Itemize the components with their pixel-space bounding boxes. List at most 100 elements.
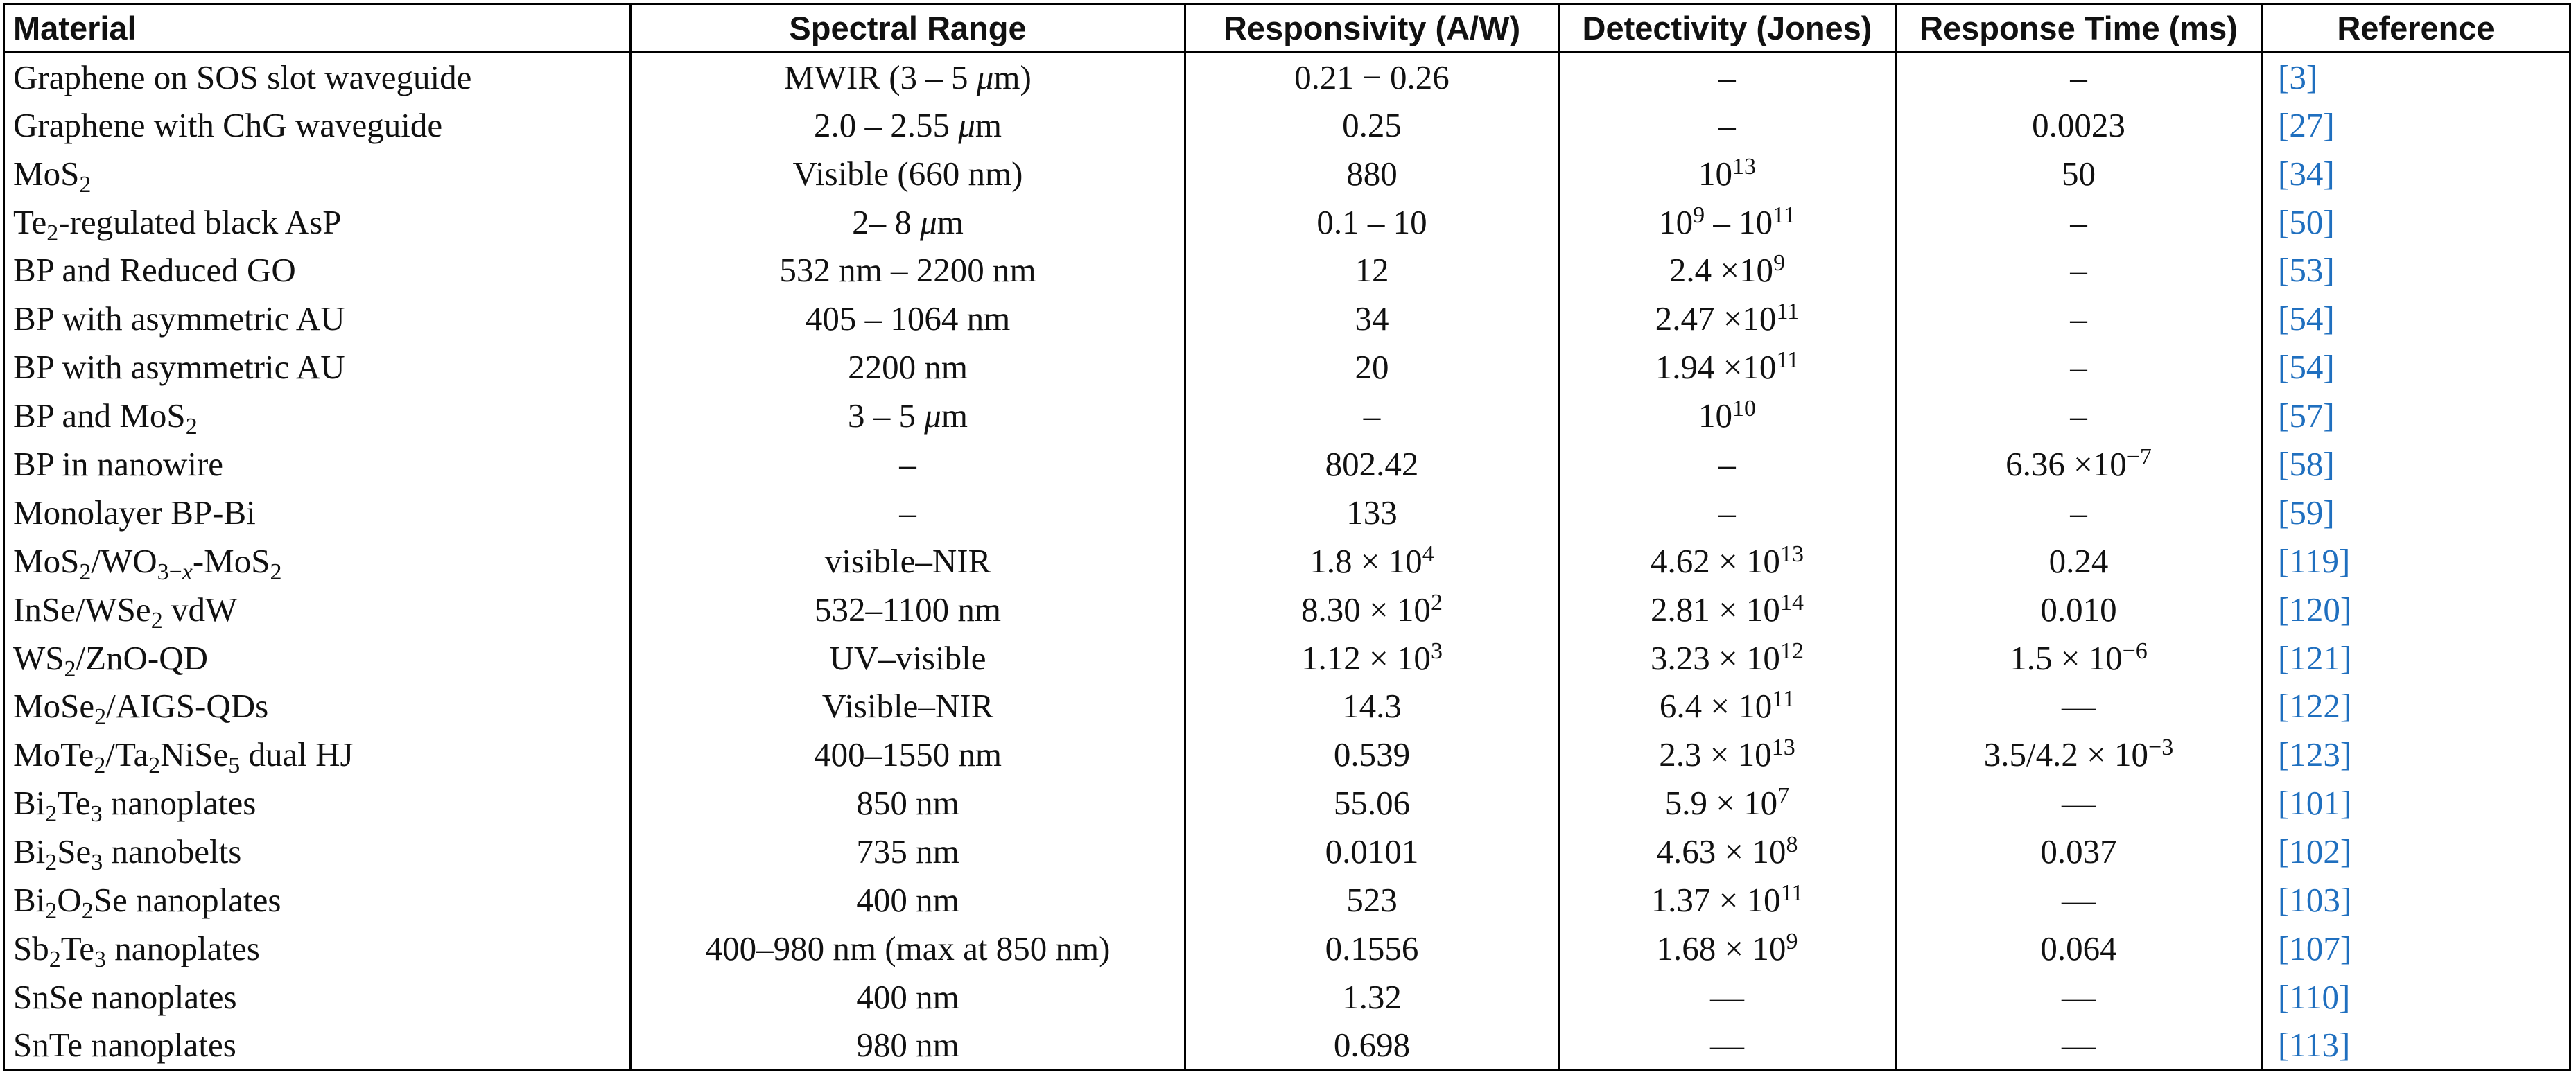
- cell-reference[interactable]: [103]: [2261, 875, 2571, 925]
- cell-detectivity: —: [1558, 1021, 1897, 1071]
- cell-reference[interactable]: [54]: [2261, 294, 2571, 343]
- cell-material: Sb2Te3 nanoplates: [3, 924, 632, 973]
- cell-reference[interactable]: [27]: [2261, 100, 2571, 150]
- cell-material: SnTe nanoplates: [3, 1021, 632, 1071]
- reference-link[interactable]: [27]: [2278, 105, 2335, 144]
- cell-responsivity: 0.1556: [1184, 924, 1560, 973]
- reference-link[interactable]: [53]: [2278, 251, 2335, 290]
- cell-response-time: 6.36 ×10−7: [1895, 439, 2263, 489]
- reference-link[interactable]: [120]: [2278, 590, 2352, 629]
- cell-response-time: —: [1895, 972, 2263, 1022]
- cell-reference[interactable]: [113]: [2261, 1021, 2571, 1071]
- table-row: Bi2Se3 nanobelts 735 nm 0.0101 4.63 × 108 0.…: [3, 827, 2571, 876]
- cell-material: Graphene on SOS slot waveguide: [3, 52, 632, 101]
- cell-material: MoS2/WO3−x-MoS2: [3, 536, 632, 586]
- reference-link[interactable]: [107]: [2278, 929, 2352, 967]
- cell-responsivity: 880: [1184, 149, 1560, 198]
- cell-response-time: –: [1895, 245, 2263, 295]
- cell-response-time: —: [1895, 875, 2263, 925]
- reference-link[interactable]: [122]: [2278, 687, 2352, 726]
- cell-spectral-range: Visible (660 nm): [629, 149, 1186, 198]
- table-row: Graphene on SOS slot waveguide MWIR (3 – …: [3, 52, 2571, 101]
- cell-response-time: –: [1895, 488, 2263, 537]
- cell-reference[interactable]: [120]: [2261, 585, 2571, 634]
- cell-response-time: 0.064: [1895, 924, 2263, 973]
- reference-link[interactable]: [123]: [2278, 735, 2352, 774]
- table-row: InSe/WSe2 vdW 532–1100 nm 8.30 × 102 2.81 ×…: [3, 585, 2571, 634]
- cell-reference[interactable]: [53]: [2261, 245, 2571, 295]
- table-row: BP with asymmetric AU 405 – 1064 nm 34 2.47…: [3, 294, 2571, 343]
- reference-link[interactable]: [54]: [2278, 348, 2335, 387]
- table-row: MoS2 Visible (660 nm) 880 1013 50 [34]: [3, 149, 2571, 198]
- cell-detectivity: 6.4 × 1011: [1558, 681, 1897, 730]
- cell-spectral-range: Visible–NIR: [629, 681, 1186, 730]
- header-reference: Reference: [2261, 3, 2571, 53]
- table-row: WS2/ZnO-QD UV–visible 1.12 × 103 3.23 × 101…: [3, 633, 2571, 682]
- reference-link[interactable]: [102]: [2278, 832, 2352, 871]
- cell-detectivity: –: [1558, 488, 1897, 537]
- reference-link[interactable]: [110]: [2278, 977, 2351, 1016]
- table-row: BP in nanowire –802.42–6.36 ×10−7 [58]: [3, 439, 2571, 489]
- cell-material: Monolayer BP-Bi: [3, 488, 632, 537]
- cell-responsivity: 0.25: [1184, 100, 1560, 150]
- cell-detectivity: 1.94 ×1011: [1558, 342, 1897, 392]
- cell-spectral-range: MWIR (3 – 5 μm): [629, 52, 1186, 101]
- cell-detectivity: 1.68 × 109: [1558, 924, 1897, 973]
- cell-material: Bi2Se3 nanobelts: [3, 827, 632, 876]
- header-material: Material: [3, 3, 632, 53]
- reference-link[interactable]: [121]: [2278, 638, 2352, 677]
- cell-reference[interactable]: [110]: [2261, 972, 2571, 1022]
- cell-response-time: —: [1895, 681, 2263, 730]
- cell-responsivity: 34: [1184, 294, 1560, 343]
- cell-reference[interactable]: [121]: [2261, 633, 2571, 682]
- reference-link[interactable]: [34]: [2278, 154, 2335, 193]
- header-row: Material Spectral Range Responsivity (A/…: [3, 3, 2571, 53]
- header-response-time: Response Time (ms): [1895, 3, 2263, 53]
- reference-link[interactable]: [119]: [2278, 541, 2351, 580]
- cell-reference[interactable]: [123]: [2261, 730, 2571, 779]
- cell-responsivity: 8.30 × 102: [1184, 585, 1560, 634]
- cell-reference[interactable]: [107]: [2261, 924, 2571, 973]
- reference-link[interactable]: [59]: [2278, 493, 2335, 532]
- reference-link[interactable]: [113]: [2278, 1025, 2351, 1064]
- table-row: Te2-regulated black AsP 2– 8 μm 0.1 – 10 10…: [3, 198, 2571, 246]
- cell-reference[interactable]: [102]: [2261, 827, 2571, 876]
- cell-detectivity: 1013: [1558, 149, 1897, 198]
- cell-reference[interactable]: [50]: [2261, 198, 2571, 246]
- cell-response-time: –: [1895, 342, 2263, 392]
- cell-material: Bi2O2Se nanoplates: [3, 875, 632, 925]
- reference-link[interactable]: [101]: [2278, 784, 2352, 823]
- cell-reference[interactable]: [57]: [2261, 391, 2571, 440]
- cell-response-time: 0.24: [1895, 536, 2263, 586]
- cell-reference[interactable]: [119]: [2261, 536, 2571, 586]
- cell-material: BP with asymmetric AU: [3, 294, 632, 343]
- reference-link[interactable]: [3]: [2278, 58, 2318, 96]
- reference-link[interactable]: [58]: [2278, 444, 2335, 483]
- cell-responsivity: 0.698: [1184, 1021, 1560, 1071]
- table-row: Bi2Te3 nanoplates 850 nm 55.06 5.9 × 107— [1…: [3, 778, 2571, 828]
- header-responsivity: Responsivity (A/W): [1184, 3, 1560, 53]
- cell-responsivity: 55.06: [1184, 778, 1560, 828]
- table-row: SnSe nanoplates 400 nm 1.32— — [110]: [3, 972, 2571, 1022]
- cell-reference[interactable]: [101]: [2261, 778, 2571, 828]
- cell-reference[interactable]: [3]: [2261, 52, 2571, 101]
- cell-reference[interactable]: [34]: [2261, 149, 2571, 198]
- reference-link[interactable]: [50]: [2278, 202, 2335, 241]
- cell-reference[interactable]: [59]: [2261, 488, 2571, 537]
- cell-reference[interactable]: [54]: [2261, 342, 2571, 392]
- reference-link[interactable]: [103]: [2278, 880, 2352, 919]
- reference-link[interactable]: [57]: [2278, 396, 2335, 435]
- cell-responsivity: 1.8 × 104: [1184, 536, 1560, 586]
- cell-responsivity: –: [1184, 391, 1560, 440]
- cell-material: MoSe2/AIGS-QDs: [3, 681, 632, 730]
- cell-reference[interactable]: [58]: [2261, 439, 2571, 489]
- cell-spectral-range: 3 – 5 μm: [629, 391, 1186, 440]
- cell-detectivity: –: [1558, 52, 1897, 101]
- cell-reference[interactable]: [122]: [2261, 681, 2571, 730]
- cell-material: Te2-regulated black AsP: [3, 198, 632, 246]
- cell-spectral-range: 400 nm: [629, 972, 1186, 1022]
- cell-spectral-range: 532 nm – 2200 nm: [629, 245, 1186, 295]
- reference-link[interactable]: [54]: [2278, 299, 2335, 338]
- cell-spectral-range: 400 nm: [629, 875, 1186, 925]
- cell-response-time: —: [1895, 1021, 2263, 1071]
